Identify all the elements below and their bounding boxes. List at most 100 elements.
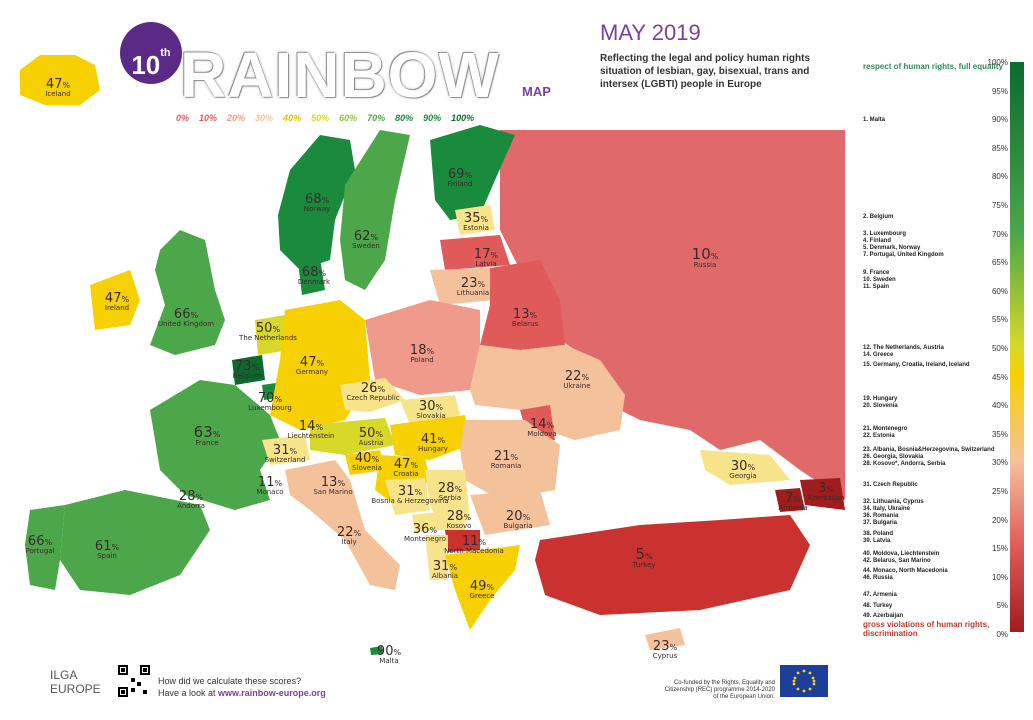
legend-tick: 75% xyxy=(991,201,1008,210)
country-label: 73% Belgium xyxy=(233,360,262,380)
country-label: 40% Slovenia xyxy=(352,452,382,472)
brand-subtitle: MAP xyxy=(522,84,551,99)
country-russia[interactable] xyxy=(500,130,845,500)
country-portugal[interactable] xyxy=(25,505,65,590)
country-score: 17% xyxy=(473,247,499,262)
country-label: 22% Ukraine xyxy=(563,370,590,390)
country-romania[interactable] xyxy=(460,420,560,500)
country-united-kingdom[interactable] xyxy=(150,230,225,355)
brand-title: RAINBOW xyxy=(180,39,500,111)
country-label: 28% Kosovo xyxy=(447,510,472,530)
country-label: 7% Armenia xyxy=(778,492,807,512)
scale-label: 10% xyxy=(199,113,218,123)
scale-label: 30% xyxy=(255,113,274,123)
country-denmark[interactable] xyxy=(298,258,325,295)
country-name: Kosovo xyxy=(446,522,472,530)
country-name: Slovakia xyxy=(416,412,446,420)
country-serbia[interactable] xyxy=(425,470,470,525)
legend-entry: 44. Monaco, North Macedonia 46. Russia xyxy=(863,568,948,581)
country-belgium[interactable] xyxy=(232,355,265,385)
country-netherlands[interactable] xyxy=(255,315,290,355)
country-kosovo[interactable] xyxy=(440,512,465,530)
country-albania[interactable] xyxy=(425,535,448,580)
country-ireland[interactable] xyxy=(90,270,140,330)
country-score: 68% xyxy=(301,265,327,280)
country-name: Latvia xyxy=(475,260,497,268)
country-poland[interactable] xyxy=(365,300,480,395)
country-name: Sweden xyxy=(352,242,380,250)
country-score: 13% xyxy=(512,307,538,322)
country-name: Lithuania xyxy=(456,289,490,297)
country-latvia[interactable] xyxy=(440,235,510,270)
country-switzerland[interactable] xyxy=(262,435,310,465)
country-score: 69% xyxy=(447,167,473,182)
country-label: 69% Finland xyxy=(447,168,472,188)
country-georgia[interactable] xyxy=(700,450,790,485)
country-hungary[interactable] xyxy=(390,415,470,460)
country-name: San Marino xyxy=(313,488,353,496)
country-france[interactable] xyxy=(150,380,280,510)
ilga-logo: ILGA EUROPE xyxy=(50,668,101,696)
country-label: 49% Greece xyxy=(470,580,495,600)
country-score: 35% xyxy=(463,211,489,226)
country-armenia[interactable] xyxy=(775,488,805,512)
qr-code-icon[interactable] xyxy=(117,664,151,698)
country-score: 28% xyxy=(446,509,472,524)
legend-entry: 47. Armenia xyxy=(863,592,897,598)
country-name: Belarus xyxy=(511,320,539,328)
country-name: Malta xyxy=(379,657,399,665)
country-norway[interactable] xyxy=(278,135,355,270)
country-slovakia[interactable] xyxy=(400,395,460,425)
country-name: Portugal xyxy=(25,547,55,555)
country-sweden[interactable] xyxy=(340,130,410,290)
footer-question: How did we calculate these scores? Have … xyxy=(158,676,326,698)
cofund-text: Co-funded by the Rights, Equality and Ci… xyxy=(664,680,775,701)
country-spain[interactable] xyxy=(60,490,210,595)
country-name: Armenia xyxy=(778,504,808,512)
country-belarus[interactable] xyxy=(480,260,565,350)
country-austria[interactable] xyxy=(310,418,395,455)
country-score: 7% xyxy=(785,491,801,506)
country-score: 47% xyxy=(299,355,325,370)
country-czech-republic[interactable] xyxy=(340,378,405,412)
country-cyprus[interactable] xyxy=(645,628,685,650)
country-name: Russia xyxy=(693,261,717,269)
country-slovenia[interactable] xyxy=(345,450,385,475)
country-name: Bosnia & Herzegovina xyxy=(371,497,449,505)
country-ukraine[interactable] xyxy=(470,345,625,440)
country-label: 62% Sweden xyxy=(352,230,380,250)
legend-tick: 15% xyxy=(991,544,1008,554)
country-turkey[interactable] xyxy=(535,515,810,615)
country-lithuania[interactable] xyxy=(430,268,495,305)
country-label: 3% Azerbaijan xyxy=(808,482,845,502)
country-name: Azerbaijan xyxy=(807,494,845,502)
country-label: 17% Latvia xyxy=(474,248,498,268)
country-label: 30% Georgia xyxy=(729,460,756,480)
country-name: Austria xyxy=(358,439,384,447)
country-montenegro[interactable] xyxy=(412,512,440,532)
country-bulgaria[interactable] xyxy=(470,490,550,535)
scale-label: 40% xyxy=(283,113,302,123)
legend-tick: 40% xyxy=(991,401,1008,411)
country-bosnia[interactable] xyxy=(385,478,430,515)
rainbow-europe-link[interactable]: www.rainbow-europe.org xyxy=(218,687,326,698)
country-italy[interactable] xyxy=(285,460,400,590)
country-label: 22% Italy xyxy=(337,526,361,546)
country-estonia[interactable] xyxy=(455,205,495,235)
country-greece[interactable] xyxy=(445,545,520,630)
country-name: Ireland xyxy=(104,304,130,312)
legend-entry: 48. Turkey xyxy=(863,603,893,609)
country-iceland[interactable] xyxy=(20,55,100,105)
legend-entry: 9. France 10. Sweden 11. Spain xyxy=(863,270,896,290)
country-name: Bulgaria xyxy=(503,522,533,530)
country-label: 50% Austria xyxy=(359,427,384,447)
country-azerbaijan[interactable] xyxy=(800,478,845,510)
country-score: 28% xyxy=(178,489,204,504)
country-score: 73% xyxy=(234,359,260,374)
country-north-macedonia[interactable] xyxy=(445,530,480,552)
country-malta[interactable] xyxy=(370,646,383,655)
country-label: 28% Serbia xyxy=(438,482,462,502)
legend-entry: 40. Moldova, Liechtenstein 42. Belarus, … xyxy=(863,551,940,564)
country-name: North Macedonia xyxy=(444,547,504,555)
country-finland[interactable] xyxy=(430,125,515,220)
